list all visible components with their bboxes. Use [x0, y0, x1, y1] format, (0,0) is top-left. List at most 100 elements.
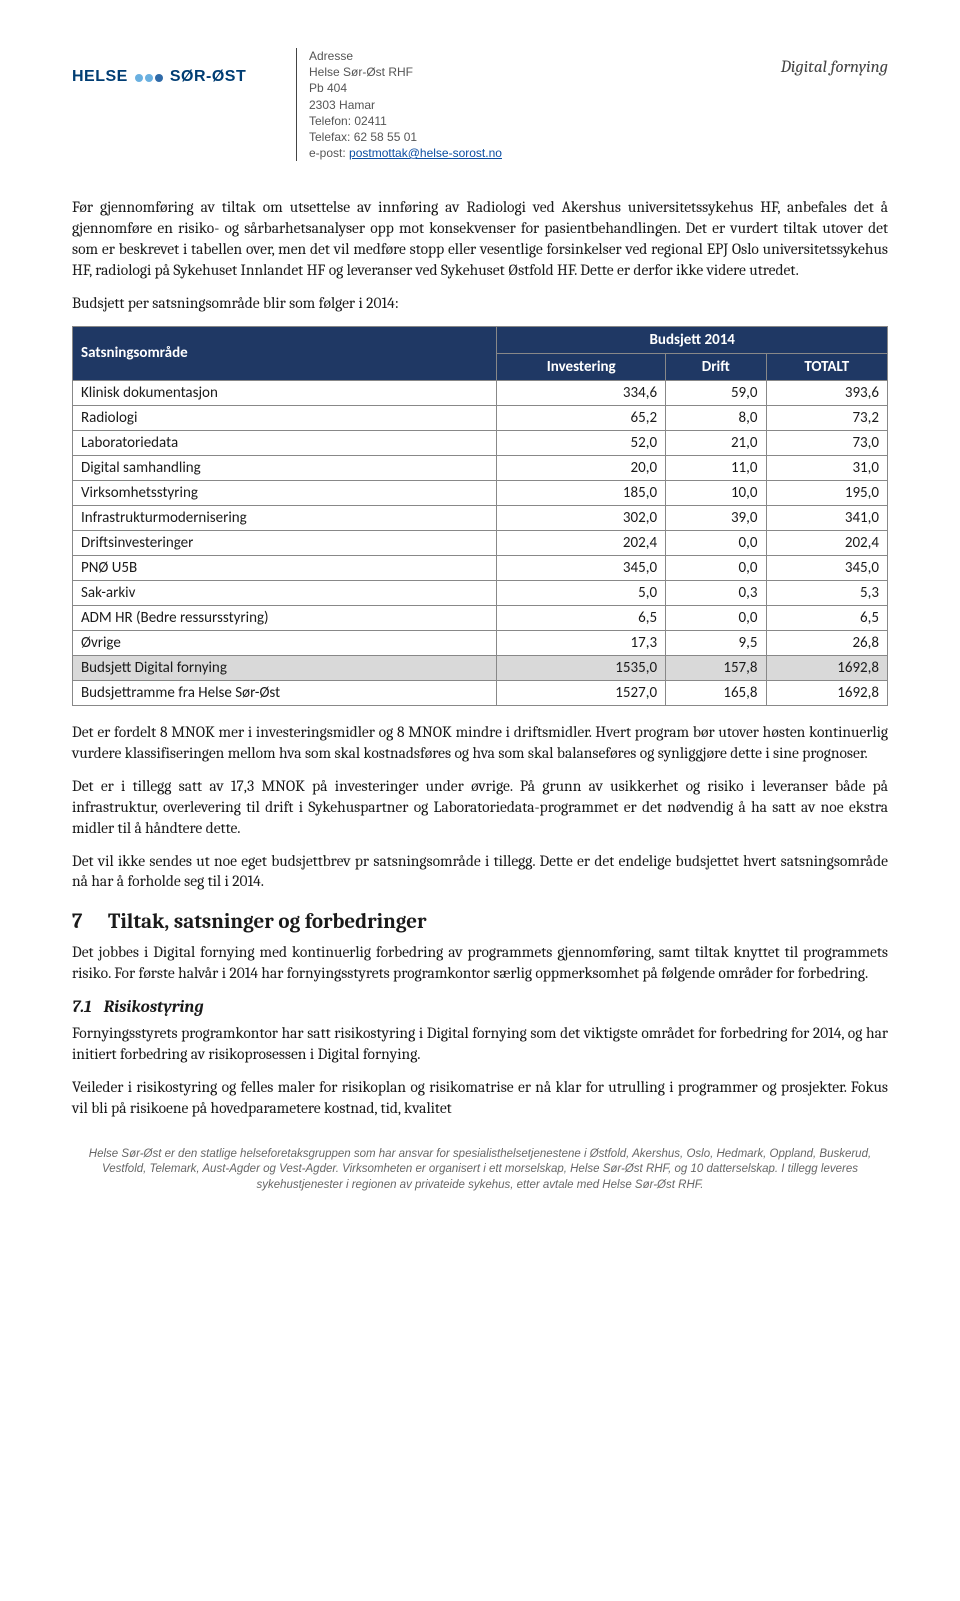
row-total: 393,6	[766, 380, 888, 405]
addr-line: 2303 Hamar	[309, 97, 502, 113]
row-invest: 20,0	[497, 455, 666, 480]
page-header: HELSE SØR-ØST Adresse Helse Sør-Øst RHF …	[72, 48, 888, 161]
row-drift: 0,3	[666, 580, 766, 605]
row-drift: 11,0	[666, 455, 766, 480]
table-row-sum: Budsjett Digital fornying1535,0157,81692…	[73, 655, 888, 680]
section-title: Tiltak, satsninger og forbedringer	[108, 910, 427, 934]
addr-epost-label: e-post:	[309, 146, 349, 160]
logo-sorost: SØR-ØST	[170, 68, 246, 86]
section-number: 7	[72, 910, 108, 934]
page-footer: Helse Sør-Øst er den statlige helseforet…	[72, 1147, 888, 1194]
th-budget: Budsjett 2014	[497, 326, 888, 353]
table-row: ADM HR (Bedre ressursstyring)6,50,06,5	[73, 605, 888, 630]
row-label: Sak-arkiv	[73, 580, 497, 605]
row-total: 195,0	[766, 480, 888, 505]
row-invest: 1527,0	[497, 680, 666, 705]
addr-line: Adresse	[309, 48, 502, 64]
row-total: 31,0	[766, 455, 888, 480]
row-invest: 17,3	[497, 630, 666, 655]
row-total: 26,8	[766, 630, 888, 655]
row-label: Digital samhandling	[73, 455, 497, 480]
row-invest: 65,2	[497, 405, 666, 430]
th-drift: Drift	[666, 353, 766, 380]
row-total: 73,0	[766, 430, 888, 455]
paragraph: Veileder i risikostyring og felles maler…	[72, 1077, 888, 1119]
row-drift: 0,0	[666, 555, 766, 580]
row-label: Laboratoriedata	[73, 430, 497, 455]
paragraph: Det er i tillegg satt av 17,3 MNOK på in…	[72, 776, 888, 839]
row-invest: 5,0	[497, 580, 666, 605]
th-area: Satsningsområde	[73, 326, 497, 380]
row-invest: 202,4	[497, 530, 666, 555]
paragraph: Det vil ikke sendes ut noe eget budsjett…	[72, 851, 888, 893]
row-total: 5,3	[766, 580, 888, 605]
paragraph: Fornyingsstyrets programkontor har satt …	[72, 1023, 888, 1065]
table-row-sum: Budsjettramme fra Helse Sør-Øst1527,0165…	[73, 680, 888, 705]
table-row: Virksomhetsstyring185,010,0195,0	[73, 480, 888, 505]
budget-table: Satsningsområde Budsjett 2014 Investerin…	[72, 326, 888, 706]
row-drift: 165,8	[666, 680, 766, 705]
table-row: Øvrige17,39,526,8	[73, 630, 888, 655]
paragraph: Det jobbes i Digital fornying med kontin…	[72, 942, 888, 984]
table-row: PNØ U5B345,00,0345,0	[73, 555, 888, 580]
row-label: Klinisk dokumentasjon	[73, 380, 497, 405]
address-block: Adresse Helse Sør-Øst RHF Pb 404 2303 Ha…	[296, 48, 502, 161]
row-total: 345,0	[766, 555, 888, 580]
row-label: Budsjettramme fra Helse Sør-Øst	[73, 680, 497, 705]
row-invest: 185,0	[497, 480, 666, 505]
row-invest: 345,0	[497, 555, 666, 580]
th-total: TOTALT	[766, 353, 888, 380]
row-drift: 39,0	[666, 505, 766, 530]
logo-helse: HELSE	[72, 68, 128, 86]
paragraph: Det er fordelt 8 MNOK mer i investerings…	[72, 722, 888, 764]
row-drift: 59,0	[666, 380, 766, 405]
table-row: Laboratoriedata52,021,073,0	[73, 430, 888, 455]
row-total: 73,2	[766, 405, 888, 430]
row-total: 6,5	[766, 605, 888, 630]
addr-line: Telefax: 62 58 55 01	[309, 129, 502, 145]
row-invest: 1535,0	[497, 655, 666, 680]
row-invest: 52,0	[497, 430, 666, 455]
row-label: PNØ U5B	[73, 555, 497, 580]
row-label: Radiologi	[73, 405, 497, 430]
addr-line: Pb 404	[309, 80, 502, 96]
row-total: 1692,8	[766, 655, 888, 680]
row-label: Budsjett Digital fornying	[73, 655, 497, 680]
row-label: Virksomhetsstyring	[73, 480, 497, 505]
row-total: 1692,8	[766, 680, 888, 705]
row-label: Øvrige	[73, 630, 497, 655]
logo-dots-icon	[134, 68, 164, 86]
addr-line: Helse Sør-Øst RHF	[309, 64, 502, 80]
table-row: Digital samhandling20,011,031,0	[73, 455, 888, 480]
row-label: Driftsinvesteringer	[73, 530, 497, 555]
subsection-title: Risikostyring	[104, 998, 204, 1017]
row-label: ADM HR (Bedre ressursstyring)	[73, 605, 497, 630]
subsection-heading-7-1: 7.1 Risikostyring	[72, 998, 888, 1017]
row-drift: 157,8	[666, 655, 766, 680]
addr-line: e-post: postmottak@helse-sorost.no	[309, 145, 502, 161]
row-label: Infrastrukturmodernisering	[73, 505, 497, 530]
budget-tbody: Klinisk dokumentasjon334,659,0393,6Radio…	[73, 380, 888, 705]
header-title: Digital fornying	[781, 48, 888, 77]
row-total: 202,4	[766, 530, 888, 555]
table-row: Klinisk dokumentasjon334,659,0393,6	[73, 380, 888, 405]
row-invest: 334,6	[497, 380, 666, 405]
table-row: Infrastrukturmodernisering302,039,0341,0	[73, 505, 888, 530]
row-total: 341,0	[766, 505, 888, 530]
table-row: Sak-arkiv5,00,35,3	[73, 580, 888, 605]
th-invest: Investering	[497, 353, 666, 380]
row-drift: 10,0	[666, 480, 766, 505]
subsection-number: 7.1	[72, 998, 92, 1017]
table-row: Driftsinvesteringer202,40,0202,4	[73, 530, 888, 555]
paragraph: Budsjett per satsningsområde blir som fø…	[72, 293, 888, 314]
addr-email-link[interactable]: postmottak@helse-sorost.no	[349, 146, 502, 160]
row-drift: 0,0	[666, 530, 766, 555]
row-drift: 8,0	[666, 405, 766, 430]
row-invest: 6,5	[497, 605, 666, 630]
section-heading-7: 7Tiltak, satsninger og forbedringer	[72, 910, 888, 934]
logo: HELSE SØR-ØST	[72, 62, 278, 92]
row-invest: 302,0	[497, 505, 666, 530]
row-drift: 0,0	[666, 605, 766, 630]
page: HELSE SØR-ØST Adresse Helse Sør-Øst RHF …	[0, 0, 960, 1233]
row-drift: 21,0	[666, 430, 766, 455]
